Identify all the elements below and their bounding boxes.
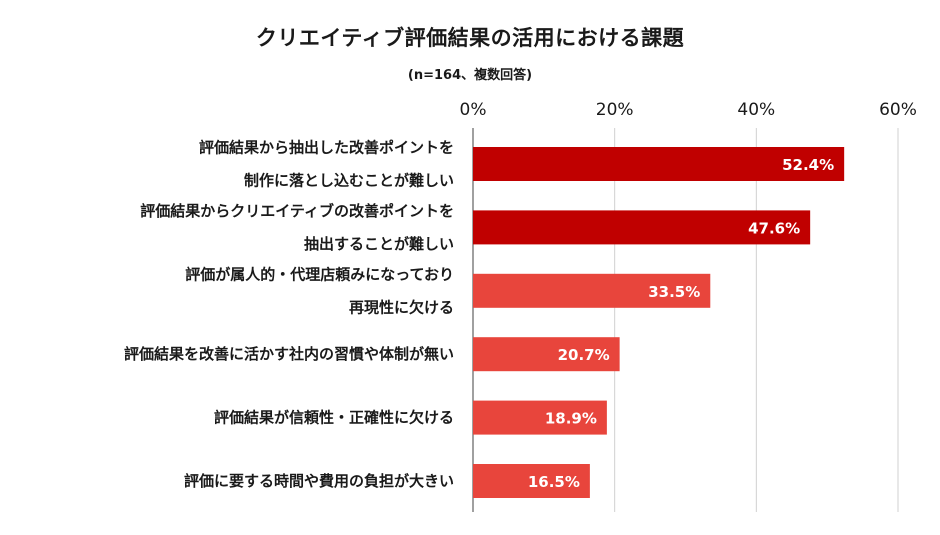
x-tick-label: 40% [737, 100, 775, 120]
category-label: 評価結果から抽出した改善ポイントを [199, 139, 454, 157]
data-label: 33.5% [648, 283, 700, 301]
category-label: 評価結果からクリエイティブの改善ポイントを [140, 202, 454, 220]
category-label: 評価結果が信頼性・正確性に欠ける [214, 409, 454, 427]
category-label: 再現性に欠ける [349, 298, 454, 316]
bar [473, 400, 607, 435]
x-tick-label: 0% [460, 100, 487, 120]
bar [473, 147, 845, 181]
bar [473, 273, 711, 308]
category-label: 評価結果を改善に活かす社内の習慣や体制が無い [124, 345, 454, 363]
bar [473, 464, 590, 498]
x-tick-label: 20% [596, 100, 634, 120]
data-label: 20.7% [558, 346, 610, 364]
data-label: 18.9% [545, 410, 597, 428]
category-label: 評価に要する時間や費用の負担が大きい [184, 472, 454, 490]
bar [473, 210, 811, 245]
x-tick-label: 60% [879, 100, 917, 120]
category-label: 制作に落とし込むことが難しい [244, 172, 454, 190]
data-label: 16.5% [528, 473, 580, 491]
chart-subtitle: (n=164、複数回答) [407, 68, 533, 83]
chart-title: クリエイティブ評価結果の活用における課題 [255, 26, 685, 50]
data-label: 47.6% [748, 219, 800, 237]
category-label: 評価が属人的・代理店頼みになっており [185, 265, 454, 283]
category-label: 抽出することが難しい [304, 235, 454, 253]
bar [473, 337, 620, 372]
data-label: 52.4% [782, 156, 834, 174]
